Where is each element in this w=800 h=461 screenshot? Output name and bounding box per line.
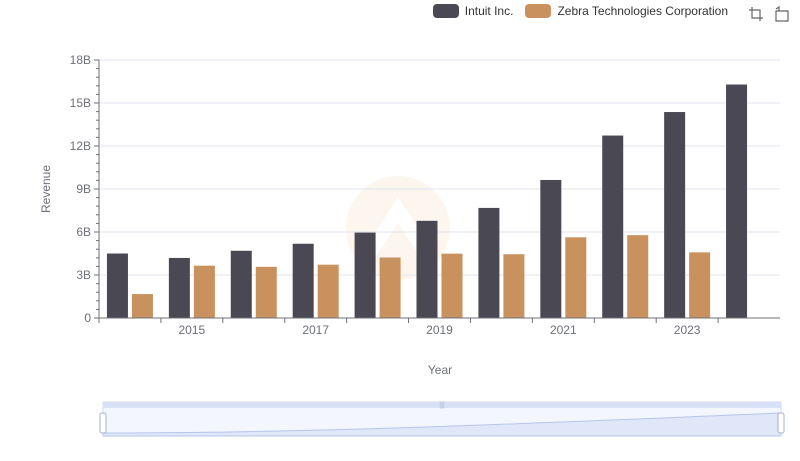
slider-right-handle[interactable] [777, 412, 785, 434]
bar-intuit-2017[interactable] [292, 243, 314, 318]
slider-left-handle[interactable] [99, 412, 107, 434]
legend: Intuit Inc. Zebra Technologies Corporati… [432, 4, 728, 18]
slider-grip-icon[interactable]: ||| [439, 402, 445, 409]
x-tick-label: 2015 [179, 323, 206, 337]
bar-intuit-2015[interactable] [168, 257, 190, 318]
bar-intuit-2016[interactable] [230, 250, 252, 318]
bar-intuit-2022[interactable] [602, 135, 624, 318]
bar-intuit-2014[interactable] [106, 253, 128, 319]
x-axis-title: Year [427, 363, 453, 377]
legend-label-zebra: Zebra Technologies Corporation [557, 4, 728, 18]
bar-zebra-2023[interactable] [689, 252, 711, 318]
legend-swatch-intuit [432, 4, 459, 18]
bar-zebra-2021[interactable] [565, 237, 587, 318]
y-tick-label: 18B [70, 53, 91, 67]
x-tick-label: 2023 [674, 323, 701, 337]
legend-item-zebra[interactable]: Zebra Technologies Corporation [525, 4, 728, 18]
slider-preview-area [102, 412, 782, 437]
bar-intuit-2024[interactable] [726, 84, 748, 318]
y-tick-label: 12B [70, 139, 91, 153]
bar-zebra-2015[interactable] [193, 265, 215, 318]
y-tick-label: 0 [84, 311, 91, 325]
bar-intuit-2021[interactable] [540, 179, 562, 318]
y-tick-label: 9B [76, 182, 91, 196]
bar-intuit-2019[interactable] [416, 220, 438, 318]
bar-intuit-2023[interactable] [664, 112, 686, 318]
legend-label-intuit: Intuit Inc. [464, 4, 514, 18]
bar-zebra-2018[interactable] [379, 257, 401, 318]
x-tick-label: 2017 [302, 323, 329, 337]
bar-zebra-2016[interactable] [255, 266, 277, 318]
x-tick-label: 2021 [550, 323, 577, 337]
slider-top-bar[interactable] [103, 402, 781, 408]
bar-intuit-2018[interactable] [354, 232, 376, 318]
bar-zebra-2014[interactable] [131, 294, 153, 318]
bar-zebra-2022[interactable] [627, 235, 649, 318]
bar-zebra-2019[interactable] [441, 253, 463, 318]
zoom-icon[interactable] [748, 6, 764, 22]
bar-zebra-2020[interactable] [503, 254, 525, 318]
bar-intuit-2020[interactable] [478, 207, 500, 318]
y-tick-label: 6B [76, 225, 91, 239]
legend-swatch-zebra [525, 4, 552, 18]
restore-icon[interactable] [774, 6, 790, 22]
bar-zebra-2017[interactable] [317, 264, 339, 318]
y-tick-label: 15B [70, 96, 91, 110]
x-tick-label: 2019 [426, 323, 453, 337]
data-zoom-slider[interactable]: ||| [99, 401, 785, 437]
toolbox [748, 6, 790, 22]
legend-item-intuit[interactable]: Intuit Inc. [432, 4, 514, 18]
y-tick-label: 3B [76, 268, 91, 282]
